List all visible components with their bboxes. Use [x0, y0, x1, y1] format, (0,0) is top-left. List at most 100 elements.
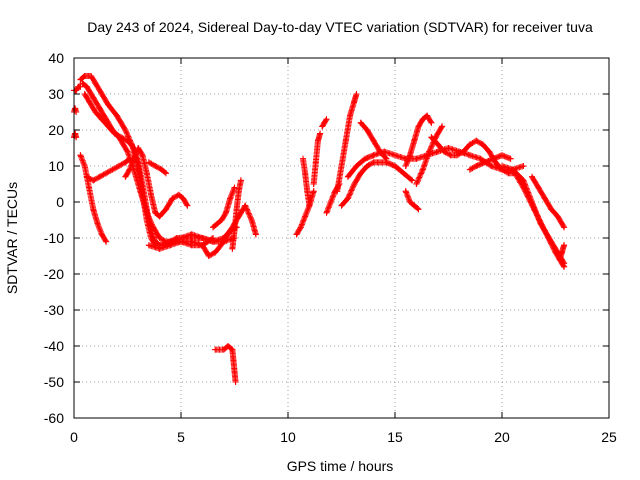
data-marker-path: [402, 112, 435, 169]
data-point: [143, 206, 150, 213]
data-point: [81, 73, 88, 79]
data-point: [81, 163, 88, 169]
data-point: [338, 202, 345, 209]
data-point: [237, 209, 244, 216]
data-point: [434, 141, 441, 148]
series-arc-16: [299, 155, 313, 209]
data-point: [218, 217, 225, 223]
data-point: [342, 137, 349, 144]
data-point: [317, 130, 324, 137]
data-point: [210, 238, 217, 245]
data-point: [319, 123, 326, 130]
data-point: [205, 253, 212, 259]
data-point: [347, 112, 354, 119]
data-marker-path: [338, 159, 416, 209]
data-point: [231, 227, 238, 234]
series-arc-32: [556, 242, 568, 263]
data-point: [507, 155, 514, 162]
data-point: [148, 227, 155, 234]
data-point: [96, 173, 103, 180]
x-tick-label: 25: [601, 429, 617, 445]
data-point: [302, 213, 309, 220]
data-point: [561, 242, 568, 249]
series-arc-10: [145, 159, 170, 177]
data-point: [252, 231, 259, 238]
data-point: [402, 163, 409, 169]
data-point: [214, 220, 221, 227]
data-point: [227, 195, 234, 202]
data-point: [212, 249, 219, 256]
series-arc-19: [323, 181, 343, 216]
y-tick-label: 40: [48, 50, 64, 66]
data-point: [152, 209, 159, 216]
data-point: [314, 137, 321, 144]
series-arc-18: [319, 116, 330, 130]
data-point: [152, 163, 159, 169]
data-point: [175, 191, 182, 198]
data-point: [353, 163, 360, 169]
data-point: [230, 357, 237, 364]
data-point: [400, 170, 407, 177]
data-point: [402, 188, 409, 195]
x-tick-label: 5: [177, 429, 185, 445]
data-point: [163, 170, 170, 177]
series-arc-21: [338, 159, 416, 209]
series-arc-6: [81, 91, 259, 249]
data-point: [135, 145, 142, 151]
data-point: [92, 109, 99, 115]
series-arc-30: [509, 166, 568, 270]
data-point: [105, 123, 112, 130]
data-point: [383, 155, 390, 162]
data-point: [473, 137, 480, 144]
data-point: [357, 119, 364, 126]
data-point: [98, 91, 105, 97]
series-arc-26: [413, 123, 446, 187]
y-axis-label: SDTVAR / TECUs: [4, 182, 20, 294]
data-point: [293, 231, 300, 238]
data-marker-path: [122, 145, 191, 220]
data-point: [210, 224, 217, 231]
data-point: [156, 235, 163, 241]
data-point: [392, 163, 398, 169]
data-point: [473, 163, 480, 169]
data-point: [351, 181, 358, 187]
data-point: [520, 184, 527, 191]
data-point: [248, 217, 255, 223]
data-point: [158, 166, 165, 173]
data-point: [520, 163, 527, 169]
x-tick-label: 15: [387, 429, 403, 445]
chart-title: Day 243 of 2024, Sidereal Day-to-day VTE…: [87, 19, 593, 35]
data-point: [145, 159, 152, 166]
y-tick-label: -10: [44, 230, 64, 246]
data-point: [424, 112, 431, 119]
data-point: [188, 231, 195, 238]
x-axis-label: GPS time / hours: [287, 458, 394, 474]
data-point: [310, 181, 317, 187]
data-point: [364, 127, 371, 133]
series-arc-4: [77, 73, 238, 249]
data-point: [169, 195, 176, 202]
data-point: [362, 155, 369, 162]
data-point: [72, 105, 79, 112]
data-point: [77, 152, 84, 159]
data-point: [432, 134, 439, 141]
data-point: [486, 148, 493, 155]
data-point: [90, 177, 97, 184]
data-point: [364, 163, 371, 169]
data-point: [184, 202, 191, 209]
data-point: [327, 199, 334, 205]
data-point: [490, 155, 497, 162]
data-point: [535, 184, 542, 191]
data-point: [199, 242, 206, 249]
data-point: [88, 73, 95, 79]
data-point: [439, 123, 446, 130]
series-arc-28: [466, 152, 514, 173]
data-point: [231, 368, 238, 375]
data-point: [434, 148, 441, 155]
data-marker-path: [310, 130, 324, 187]
data-point: [232, 379, 239, 385]
data-point: [479, 141, 486, 148]
data-point: [139, 152, 146, 159]
data-point: [377, 159, 384, 166]
